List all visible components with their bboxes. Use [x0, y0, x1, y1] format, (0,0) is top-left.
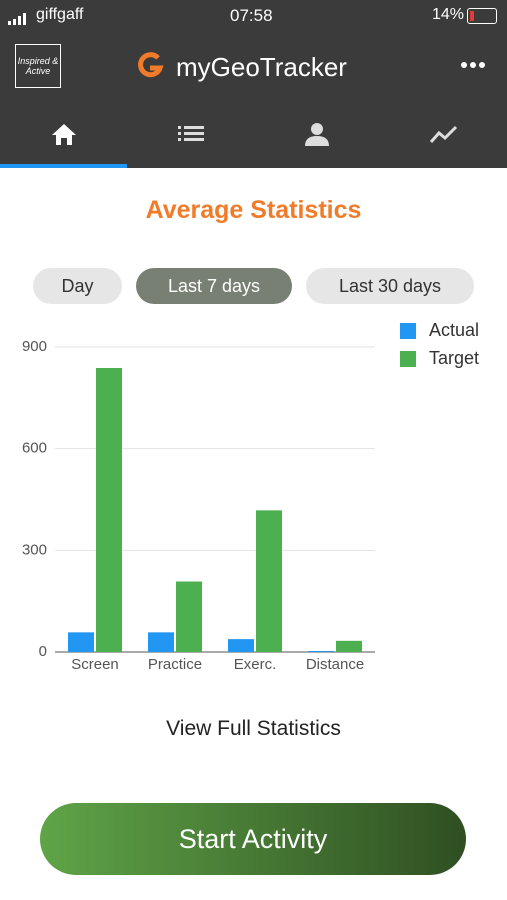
period-button[interactable]: Last 30 days [306, 268, 474, 304]
carrier: giffgaff [36, 6, 84, 23]
app-icon [138, 52, 164, 78]
top-bar [0, 0, 507, 168]
chart: 0 300 600 900 Screen Practice Exerc. Distance Ac… [22, 320, 479, 673]
bar [96, 368, 122, 652]
period-button[interactable]: Day [33, 268, 122, 304]
profile-tab[interactable] [304, 122, 330, 146]
app-title: myGeoTracker [176, 52, 347, 82]
x-tick-label: Exerc. [234, 656, 277, 673]
bar [68, 632, 94, 652]
bar [308, 650, 334, 652]
period-button-selected[interactable]: Last 7 days [136, 268, 292, 304]
tab-indicator [0, 164, 127, 168]
legend-label: Target [429, 348, 479, 368]
legend-swatch [400, 323, 416, 339]
signal-icon [8, 12, 32, 30]
x-tick-label: Screen [71, 656, 119, 673]
home-tab[interactable] [50, 122, 78, 146]
bar [336, 640, 362, 652]
x-tick-label: Distance [306, 656, 364, 673]
battery-icon [467, 8, 497, 24]
battery-percent: 14% [432, 6, 465, 23]
bar [256, 510, 282, 652]
y-tick-label: 300 [22, 541, 47, 558]
heading: Average Statistics [145, 196, 362, 224]
trend-tab[interactable] [430, 124, 458, 144]
y-tick-label: 900 [22, 338, 47, 355]
bar [148, 632, 174, 652]
more-menu[interactable] [460, 60, 488, 70]
legend-label: Actual [429, 320, 479, 340]
view-statistics-link[interactable]: View Full Statistics [166, 717, 341, 740]
legend-swatch [400, 351, 416, 367]
y-tick-label: 0 [39, 643, 47, 660]
list-tab[interactable] [178, 126, 206, 142]
bar [228, 639, 254, 652]
x-tick-label: Practice [148, 656, 202, 673]
clock: 07:58 [230, 6, 273, 25]
bar [176, 581, 202, 652]
y-tick-label: 600 [22, 440, 47, 457]
logo: Inspired & Active [15, 44, 61, 88]
start-activity-button[interactable]: Start Activity [40, 803, 466, 875]
